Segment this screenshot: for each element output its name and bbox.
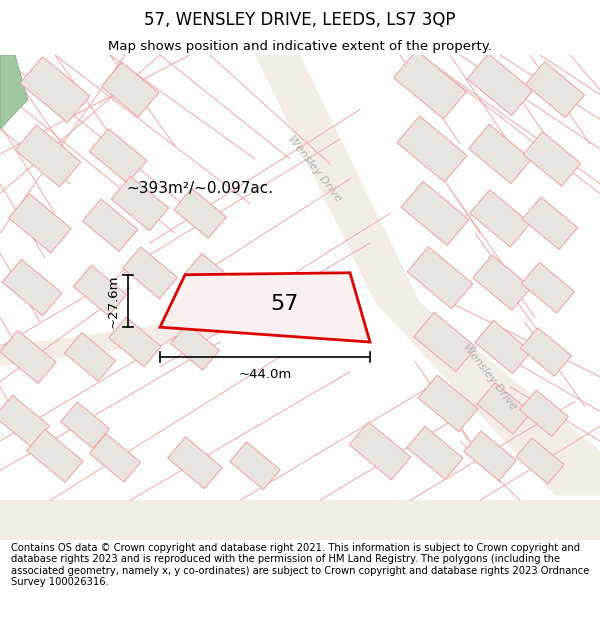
- Polygon shape: [0, 501, 600, 540]
- Polygon shape: [407, 426, 463, 479]
- Polygon shape: [160, 272, 370, 342]
- Polygon shape: [526, 62, 584, 118]
- Polygon shape: [349, 422, 411, 480]
- Polygon shape: [0, 55, 28, 129]
- Text: Wensley Drive: Wensley Drive: [286, 134, 344, 204]
- Polygon shape: [167, 437, 223, 489]
- Text: 57, WENSLEY DRIVE, LEEDS, LS7 3QP: 57, WENSLEY DRIVE, LEEDS, LS7 3QP: [144, 11, 456, 29]
- Polygon shape: [407, 247, 473, 309]
- Polygon shape: [523, 132, 581, 186]
- Polygon shape: [8, 194, 71, 253]
- Polygon shape: [73, 266, 127, 316]
- Polygon shape: [464, 431, 516, 481]
- Polygon shape: [101, 62, 158, 117]
- Polygon shape: [473, 255, 531, 310]
- Polygon shape: [255, 55, 420, 302]
- Polygon shape: [522, 197, 578, 249]
- Polygon shape: [0, 396, 49, 447]
- Polygon shape: [174, 188, 226, 238]
- Polygon shape: [477, 382, 531, 434]
- Polygon shape: [15, 125, 81, 187]
- Polygon shape: [111, 176, 169, 231]
- Polygon shape: [230, 442, 280, 489]
- Polygon shape: [520, 390, 568, 436]
- Polygon shape: [401, 181, 469, 246]
- Text: 57: 57: [271, 294, 299, 314]
- Polygon shape: [0, 312, 250, 367]
- Polygon shape: [170, 324, 220, 370]
- Polygon shape: [469, 124, 532, 184]
- Polygon shape: [2, 259, 62, 316]
- Polygon shape: [27, 429, 83, 483]
- Polygon shape: [109, 317, 161, 367]
- Polygon shape: [516, 438, 564, 484]
- Polygon shape: [0, 331, 56, 383]
- Polygon shape: [470, 190, 530, 247]
- Polygon shape: [184, 254, 236, 302]
- Polygon shape: [61, 402, 109, 448]
- Text: ~393m²/~0.097ac.: ~393m²/~0.097ac.: [127, 181, 274, 196]
- Polygon shape: [89, 129, 147, 183]
- Polygon shape: [475, 321, 531, 374]
- Polygon shape: [521, 262, 575, 313]
- Polygon shape: [20, 57, 90, 122]
- Polygon shape: [89, 434, 140, 482]
- Text: Wensley Drive: Wensley Drive: [461, 342, 519, 411]
- Polygon shape: [418, 375, 478, 432]
- Polygon shape: [375, 302, 600, 496]
- Polygon shape: [122, 247, 178, 299]
- Text: Map shows position and indicative extent of the property.: Map shows position and indicative extent…: [108, 39, 492, 52]
- Polygon shape: [413, 312, 476, 372]
- Text: ~27.6m: ~27.6m: [107, 274, 119, 328]
- Polygon shape: [64, 332, 116, 381]
- Text: Contains OS data © Crown copyright and database right 2021. This information is : Contains OS data © Crown copyright and d…: [11, 542, 589, 588]
- Polygon shape: [520, 328, 572, 376]
- Text: ~44.0m: ~44.0m: [238, 368, 292, 381]
- Polygon shape: [82, 199, 138, 251]
- Polygon shape: [467, 54, 533, 116]
- Polygon shape: [394, 51, 466, 119]
- Polygon shape: [397, 116, 467, 182]
